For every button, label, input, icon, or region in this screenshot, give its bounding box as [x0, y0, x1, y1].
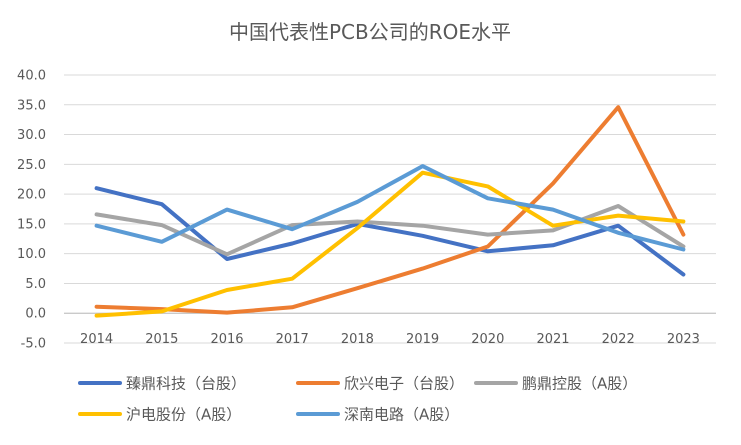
legend-label-1: 臻鼎科技（台股）	[126, 375, 246, 393]
x-tick-label: 2020	[471, 332, 504, 347]
legend-label-5: 深南电路（A股）	[344, 406, 459, 424]
y-tick-label: 20.0	[17, 188, 46, 203]
x-tick-label: 2023	[667, 332, 700, 347]
x-axis-ticks: 2014 2015 2016 2017 2018 2019 2020 2021 2022 2023	[80, 332, 700, 347]
series-line-3	[94, 204, 686, 257]
legend: 臻鼎科技（台股） 欣兴电子（台股） 鹏鼎控股（A股） 沪电股份（A股） 深南电路（A股）	[78, 375, 637, 424]
x-tick-label: 2018	[341, 332, 374, 347]
legend-label-4: 沪电股份（A股）	[126, 406, 241, 424]
y-tick-label: 25.0	[17, 158, 46, 173]
y-tick-label: 30.0	[17, 128, 46, 143]
legend-label-3: 鹏鼎控股（A股）	[522, 375, 637, 393]
y-axis-ticks: -5.0 0.0 5.0 10.0 15.0 20.0 25.0 30.0 35.0 40.0	[17, 69, 46, 352]
chart-title: 中国代表性PCB公司的ROE水平	[229, 20, 511, 44]
legend-label-2: 欣兴电子（台股）	[344, 375, 464, 393]
series-lines	[94, 105, 686, 318]
gridlines	[64, 74, 716, 344]
x-tick-label: 2019	[406, 332, 439, 347]
y-tick-label: 15.0	[17, 217, 46, 232]
y-tick-label: 5.0	[25, 277, 46, 292]
x-tick-label: 2017	[276, 332, 309, 347]
series-line-5	[94, 164, 686, 252]
series-line-1	[94, 186, 686, 277]
x-tick-label: 2014	[80, 332, 113, 347]
y-tick-label: 35.0	[17, 98, 46, 113]
series-line-2	[94, 105, 686, 315]
x-tick-label: 2016	[210, 332, 243, 347]
x-tick-label: 2021	[536, 332, 569, 347]
y-tick-label: 0.0	[25, 307, 46, 322]
y-tick-label: 10.0	[17, 247, 46, 262]
y-tick-label: 40.0	[17, 69, 46, 84]
y-tick-label: -5.0	[21, 337, 46, 352]
x-tick-label: 2015	[145, 332, 178, 347]
x-tick-label: 2022	[602, 332, 635, 347]
